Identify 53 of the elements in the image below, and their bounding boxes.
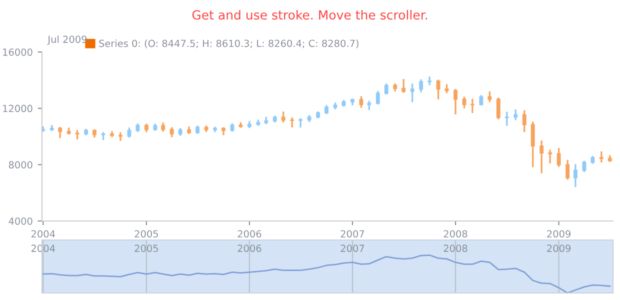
candlestick bbox=[75, 130, 80, 140]
candlestick bbox=[470, 98, 474, 113]
candlestick bbox=[281, 112, 286, 123]
candlestick bbox=[462, 96, 466, 108]
candlestick bbox=[504, 112, 509, 126]
candlestick bbox=[514, 109, 518, 120]
candlestick bbox=[522, 110, 526, 132]
x-tick-label: 2005 bbox=[134, 230, 158, 238]
candlestick bbox=[530, 122, 535, 168]
candlestick bbox=[376, 90, 380, 105]
x-tick-label: 2009 bbox=[547, 244, 570, 252]
candlestick bbox=[540, 140, 544, 174]
x-tick-label: 2008 bbox=[444, 244, 468, 252]
y-tick-label: 16000 bbox=[3, 48, 32, 56]
text: Jul 2009 bbox=[47, 35, 87, 45]
candlestick bbox=[419, 79, 424, 92]
x-tick-label: 2008 bbox=[444, 230, 468, 238]
candlestick bbox=[488, 91, 492, 102]
x-tick-label: 2004 bbox=[31, 230, 55, 238]
candlestick bbox=[42, 126, 46, 132]
candlestick bbox=[428, 76, 432, 86]
candlestick bbox=[573, 164, 578, 188]
candlestick bbox=[410, 84, 414, 102]
y-tick-label: 4000 bbox=[8, 217, 32, 225]
candlestick bbox=[101, 132, 106, 140]
candlestick bbox=[556, 148, 561, 167]
candlestick bbox=[118, 132, 122, 141]
candlestick bbox=[582, 160, 586, 172]
y-tick-label: 12000 bbox=[3, 104, 32, 112]
candlestick bbox=[402, 79, 406, 93]
candlestick bbox=[213, 126, 217, 132]
candlestick bbox=[290, 118, 294, 128]
candlestick bbox=[110, 131, 114, 138]
chart-title: Get and use stroke. Move the scroller. bbox=[192, 10, 427, 20]
x-tick-label: 2009 bbox=[547, 230, 570, 238]
x-tick-label: 2006 bbox=[238, 244, 262, 252]
candlestick bbox=[454, 88, 458, 114]
candlestick bbox=[599, 151, 604, 162]
candlestick bbox=[384, 84, 388, 94]
candlestick bbox=[566, 160, 570, 180]
candlestick bbox=[496, 98, 500, 120]
candlestick bbox=[548, 150, 552, 164]
candlestick bbox=[436, 80, 440, 100]
x-tick-label: 2006 bbox=[238, 230, 262, 238]
candlestick bbox=[222, 127, 226, 136]
x-tick-label: 2007 bbox=[340, 230, 364, 238]
text: Series 0: (O: 8447.5; H: 8610.3; L: 8260.4; C: 8280.7) bbox=[99, 40, 358, 48]
x-tick-label: 2005 bbox=[134, 244, 158, 252]
candlestick bbox=[359, 96, 364, 108]
candlestick bbox=[298, 118, 303, 128]
candlestick bbox=[58, 126, 62, 138]
x-tick-label: 2007 bbox=[340, 244, 364, 252]
y-tick-label: 8000 bbox=[8, 161, 32, 168]
